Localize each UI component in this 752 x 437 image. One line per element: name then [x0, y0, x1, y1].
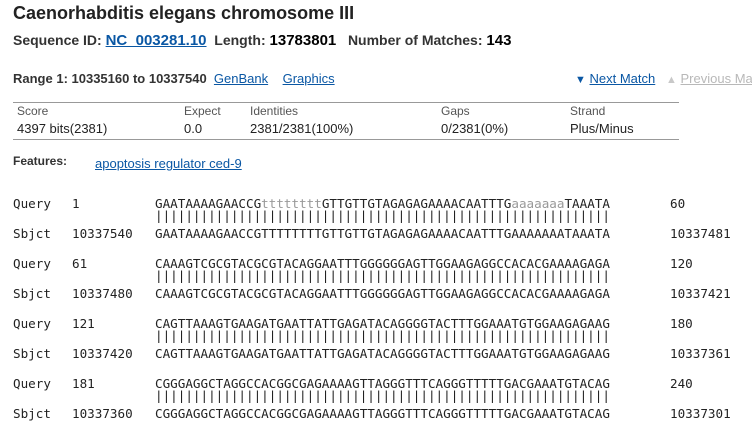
- gaps-value: 0/2381(0%): [441, 121, 509, 136]
- match-line: ||||||||||||||||||||||||||||||||||||||||…: [155, 268, 610, 283]
- expect-header: Expect: [184, 104, 221, 118]
- features-line: Features: apoptosis regulator ced-9: [13, 154, 242, 171]
- gaps-header: Gaps: [441, 104, 470, 118]
- strand-value: Plus/Minus: [570, 121, 634, 136]
- subject-sequence: CAAAGTCGCGTACGCGTACAGGAATTTGGGGGGAGTTGGA…: [155, 286, 610, 301]
- subject-end: 10337301: [670, 406, 731, 421]
- query-end: 240: [670, 376, 693, 391]
- matches-value: 143: [486, 32, 512, 49]
- subject-end: 10337361: [670, 346, 731, 361]
- subject-start: 10337480: [72, 286, 133, 301]
- query-sequence: CAAAGTCGCGTACGCGTACAGGAATTTGGGGGGAGTTGGA…: [155, 256, 610, 271]
- query-end: 60: [670, 196, 686, 211]
- next-match-nav[interactable]: ▼ Next Match: [575, 71, 655, 86]
- subject-end: 10337421: [670, 286, 731, 301]
- range-line: Range 1: 10335160 to 10337540 GenBank Gr…: [13, 71, 335, 86]
- match-line: ||||||||||||||||||||||||||||||||||||||||…: [155, 328, 610, 343]
- previous-match-nav: ▲ Previous Ma: [666, 71, 752, 86]
- subject-sequence: GAATAAAAGAACCGTTTTTTTTGTTGTTGTAGAGAGAAAA…: [155, 226, 610, 241]
- seq-id-link[interactable]: NC_003281.10: [105, 32, 207, 49]
- next-match-link[interactable]: Next Match: [589, 71, 656, 86]
- query-start: 181: [72, 376, 95, 391]
- graphics-link[interactable]: Graphics: [282, 71, 335, 86]
- query-end: 180: [670, 316, 693, 331]
- subject-sequence: CGGGAGGCTAGGCCACGGCGAGAAAAGTTAGGGTTTCAGG…: [155, 406, 610, 421]
- length-value: 13783801: [269, 32, 337, 49]
- subject-start: 10337420: [72, 346, 133, 361]
- query-sequence: CGGGAGGCTAGGCCACGGCGAGAAAAGTTAGGGTTTCAGG…: [155, 376, 610, 391]
- previous-match-link: Previous Ma: [680, 71, 752, 86]
- feature-link[interactable]: apoptosis regulator ced-9: [95, 156, 242, 171]
- triangle-down-icon: ▼: [575, 74, 586, 86]
- score-header: Score: [17, 104, 49, 118]
- triangle-up-icon: ▲: [666, 74, 677, 86]
- range-label: Range 1: 10335160 to 10337540: [13, 71, 207, 86]
- identities-value: 2381/2381(100%): [250, 121, 354, 136]
- query-sequence: CAGTTAAAGTGAAGATGAATTATTGAGATACAGGGGTACT…: [155, 316, 610, 331]
- identities-header: Identities: [250, 104, 299, 118]
- subject-label: Sbjct: [13, 346, 51, 361]
- query-label: Query: [13, 196, 51, 211]
- subject-start: 10337360: [72, 406, 133, 421]
- subject-label: Sbjct: [13, 406, 51, 421]
- length-label: Length:: [214, 32, 266, 48]
- subject-start: 10337540: [72, 226, 133, 241]
- genbank-link[interactable]: GenBank: [213, 71, 269, 86]
- query-label: Query: [13, 376, 51, 391]
- subject-end: 10337481: [670, 226, 731, 241]
- query-start: 1: [72, 196, 80, 211]
- query-end: 120: [670, 256, 693, 271]
- query-label: Query: [13, 316, 51, 331]
- expect-value: 0.0: [184, 121, 203, 136]
- subject-label: Sbjct: [13, 226, 51, 241]
- sequence-info: Sequence ID: NC_003281.10 Length: 137838…: [13, 32, 511, 49]
- matches-label: Number of Matches:: [347, 32, 483, 48]
- strand-header: Strand: [570, 104, 606, 118]
- features-label: Features:: [13, 154, 68, 168]
- query-start: 121: [72, 316, 95, 331]
- query-sequence: GAATAAAAGAACCGttttttttGTTGTTGTAGAGAGAAAA…: [155, 196, 610, 211]
- query-start: 61: [72, 256, 88, 271]
- match-line: ||||||||||||||||||||||||||||||||||||||||…: [155, 388, 610, 403]
- match-line: ||||||||||||||||||||||||||||||||||||||||…: [155, 208, 610, 223]
- alignment-stats-table: Score 4397 bits(2381) Expect 0.0 Identit…: [13, 102, 679, 140]
- page-title: Caenorhabditis elegans chromosome III: [13, 3, 355, 23]
- query-label: Query: [13, 256, 51, 271]
- subject-label: Sbjct: [13, 286, 51, 301]
- subject-sequence: CAGTTAAAGTGAAGATGAATTATTGAGATACAGGGGTACT…: [155, 346, 610, 361]
- score-value: 4397 bits(2381): [17, 121, 108, 136]
- seq-id-label: Sequence ID:: [13, 32, 102, 48]
